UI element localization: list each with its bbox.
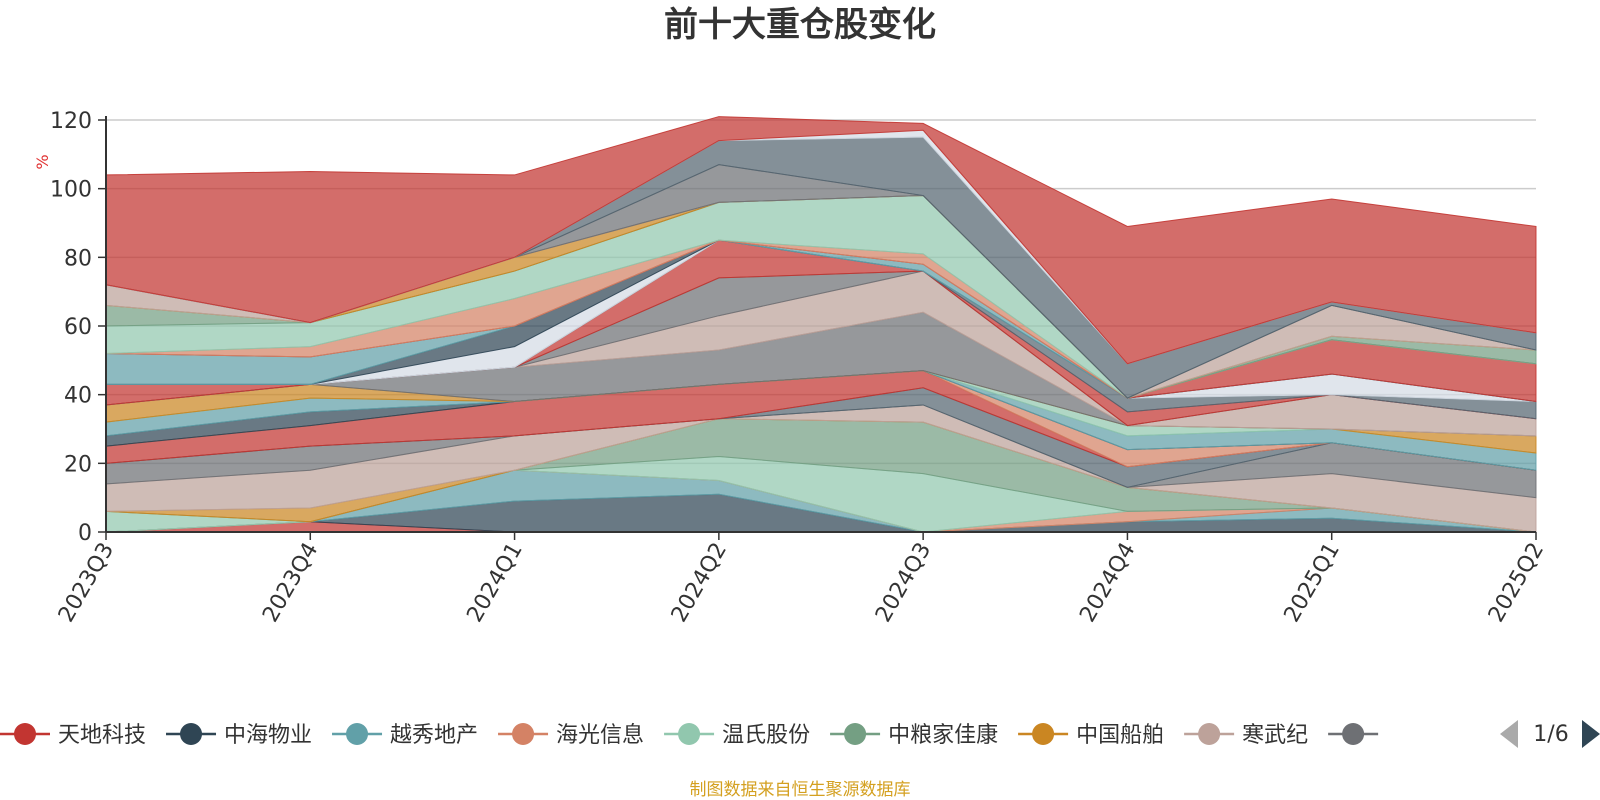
legend-marker-icon bbox=[512, 723, 535, 745]
legend-item[interactable]: 中国船舶 bbox=[1018, 723, 1164, 748]
legend-marker-icon bbox=[346, 723, 369, 745]
legend-item[interactable]: 越秀地产 bbox=[332, 723, 478, 748]
y-tick-label: 120 bbox=[50, 109, 92, 134]
legend-item[interactable]: 天地科技 bbox=[0, 723, 146, 748]
x-tick-label: 2024Q2 bbox=[667, 539, 732, 627]
legend-marker-icon bbox=[1342, 723, 1365, 745]
legend-label: 天地科技 bbox=[58, 723, 146, 748]
y-tick-label: 20 bbox=[64, 452, 92, 477]
legend-marker-icon bbox=[844, 723, 867, 745]
chart-title: 前十大重仓股变化 bbox=[664, 5, 936, 45]
x-tick-label: 2023Q4 bbox=[258, 539, 323, 627]
legend-marker-icon bbox=[180, 723, 203, 745]
triangle-left-icon[interactable] bbox=[1500, 720, 1518, 748]
legend-label: 中海物业 bbox=[224, 723, 312, 748]
y-tick-label: 40 bbox=[64, 384, 92, 409]
legend-page-indicator: 1/6 bbox=[1533, 722, 1568, 747]
legend-item[interactable]: 温氏股份 bbox=[664, 723, 810, 748]
legend-marker-icon bbox=[1198, 723, 1221, 745]
legend-pager: 1/6 bbox=[1500, 720, 1600, 748]
legend-label: 海光信息 bbox=[556, 723, 644, 748]
legend-marker-icon bbox=[1032, 723, 1055, 745]
legend-item[interactable] bbox=[1328, 723, 1379, 745]
legend-label: 寒武纪 bbox=[1242, 723, 1308, 748]
x-tick-label: 2024Q3 bbox=[871, 539, 936, 627]
x-tick-label: 2025Q2 bbox=[1484, 539, 1549, 627]
legend-label: 温氏股份 bbox=[722, 723, 810, 748]
legend-item[interactable]: 寒武纪 bbox=[1184, 723, 1308, 748]
y-tick-label: 100 bbox=[50, 178, 92, 203]
y-tick-label: 80 bbox=[64, 246, 92, 271]
y-axis-unit: % bbox=[33, 154, 52, 169]
legend-label: 越秀地产 bbox=[390, 723, 478, 748]
series-area-33[interactable] bbox=[105, 116, 1537, 365]
legend-item[interactable]: 海光信息 bbox=[498, 723, 644, 748]
legend-label: 中粮家佳康 bbox=[888, 723, 998, 748]
legend: 天地科技 中海物业 越秀地产 海光信息 温氏股份 中粮家佳康 中国船舶 寒武纪 bbox=[0, 723, 1379, 748]
legend-item[interactable]: 中海物业 bbox=[166, 723, 312, 748]
x-tick-label: 2023Q3 bbox=[54, 539, 119, 627]
triangle-right-icon[interactable] bbox=[1582, 720, 1600, 748]
legend-marker-icon bbox=[678, 723, 701, 745]
legend-label: 中国船舶 bbox=[1076, 723, 1164, 748]
x-tick-label: 2025Q1 bbox=[1280, 539, 1345, 627]
y-tick-label: 0 bbox=[78, 521, 92, 546]
x-tick-label: 2024Q4 bbox=[1075, 539, 1140, 627]
legend-items: 天地科技 中海物业 越秀地产 海光信息 温氏股份 中粮家佳康 中国船舶 寒武纪 bbox=[0, 723, 1379, 748]
stacked-areas bbox=[105, 116, 1537, 533]
legend-marker-icon bbox=[14, 723, 36, 745]
legend-item[interactable]: 中粮家佳康 bbox=[830, 723, 998, 748]
y-tick-label: 60 bbox=[64, 315, 92, 340]
data-source-note: 制图数据来自恒生聚源数据库 bbox=[690, 780, 911, 800]
x-tick-label: 2024Q1 bbox=[462, 539, 527, 627]
